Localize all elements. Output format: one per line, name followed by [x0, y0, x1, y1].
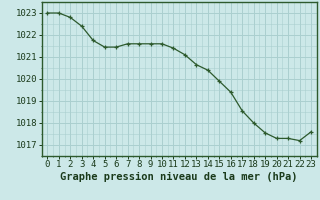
X-axis label: Graphe pression niveau de la mer (hPa): Graphe pression niveau de la mer (hPa) [60, 172, 298, 182]
